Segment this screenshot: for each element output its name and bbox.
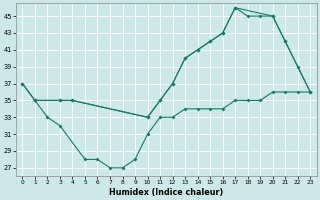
X-axis label: Humidex (Indice chaleur): Humidex (Indice chaleur) xyxy=(109,188,223,197)
